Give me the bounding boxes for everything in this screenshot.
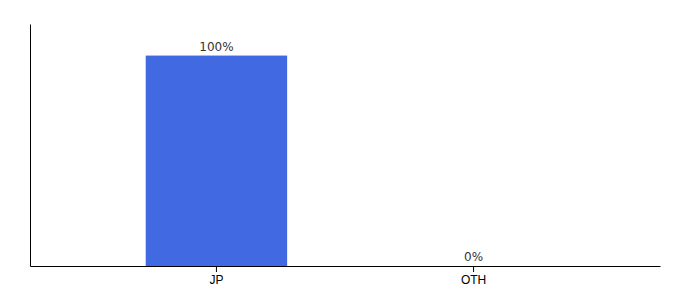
x-tick-label: OTH [461, 273, 486, 287]
chart-svg: JP OTH 100% 0% [0, 0, 680, 300]
data-label: 0% [464, 250, 483, 264]
x-tick-mark [473, 266, 474, 272]
x-tick-label: JP [209, 273, 223, 287]
x-axis: JP OTH [31, 266, 661, 287]
x-tick: JP [209, 266, 223, 287]
chart-container: JP OTH 100% 0% [0, 0, 680, 300]
x-tick: OTH [461, 266, 486, 287]
x-axis-line [31, 266, 661, 267]
bar [146, 56, 287, 266]
data-label: 100% [199, 40, 233, 54]
bars [146, 56, 287, 266]
y-axis-line [30, 25, 31, 267]
data-labels: 100% 0% [199, 40, 483, 264]
y-axis [30, 25, 31, 267]
plot: JP OTH 100% 0% [31, 25, 661, 287]
x-tick-mark [216, 266, 217, 272]
bar [403, 266, 544, 267]
